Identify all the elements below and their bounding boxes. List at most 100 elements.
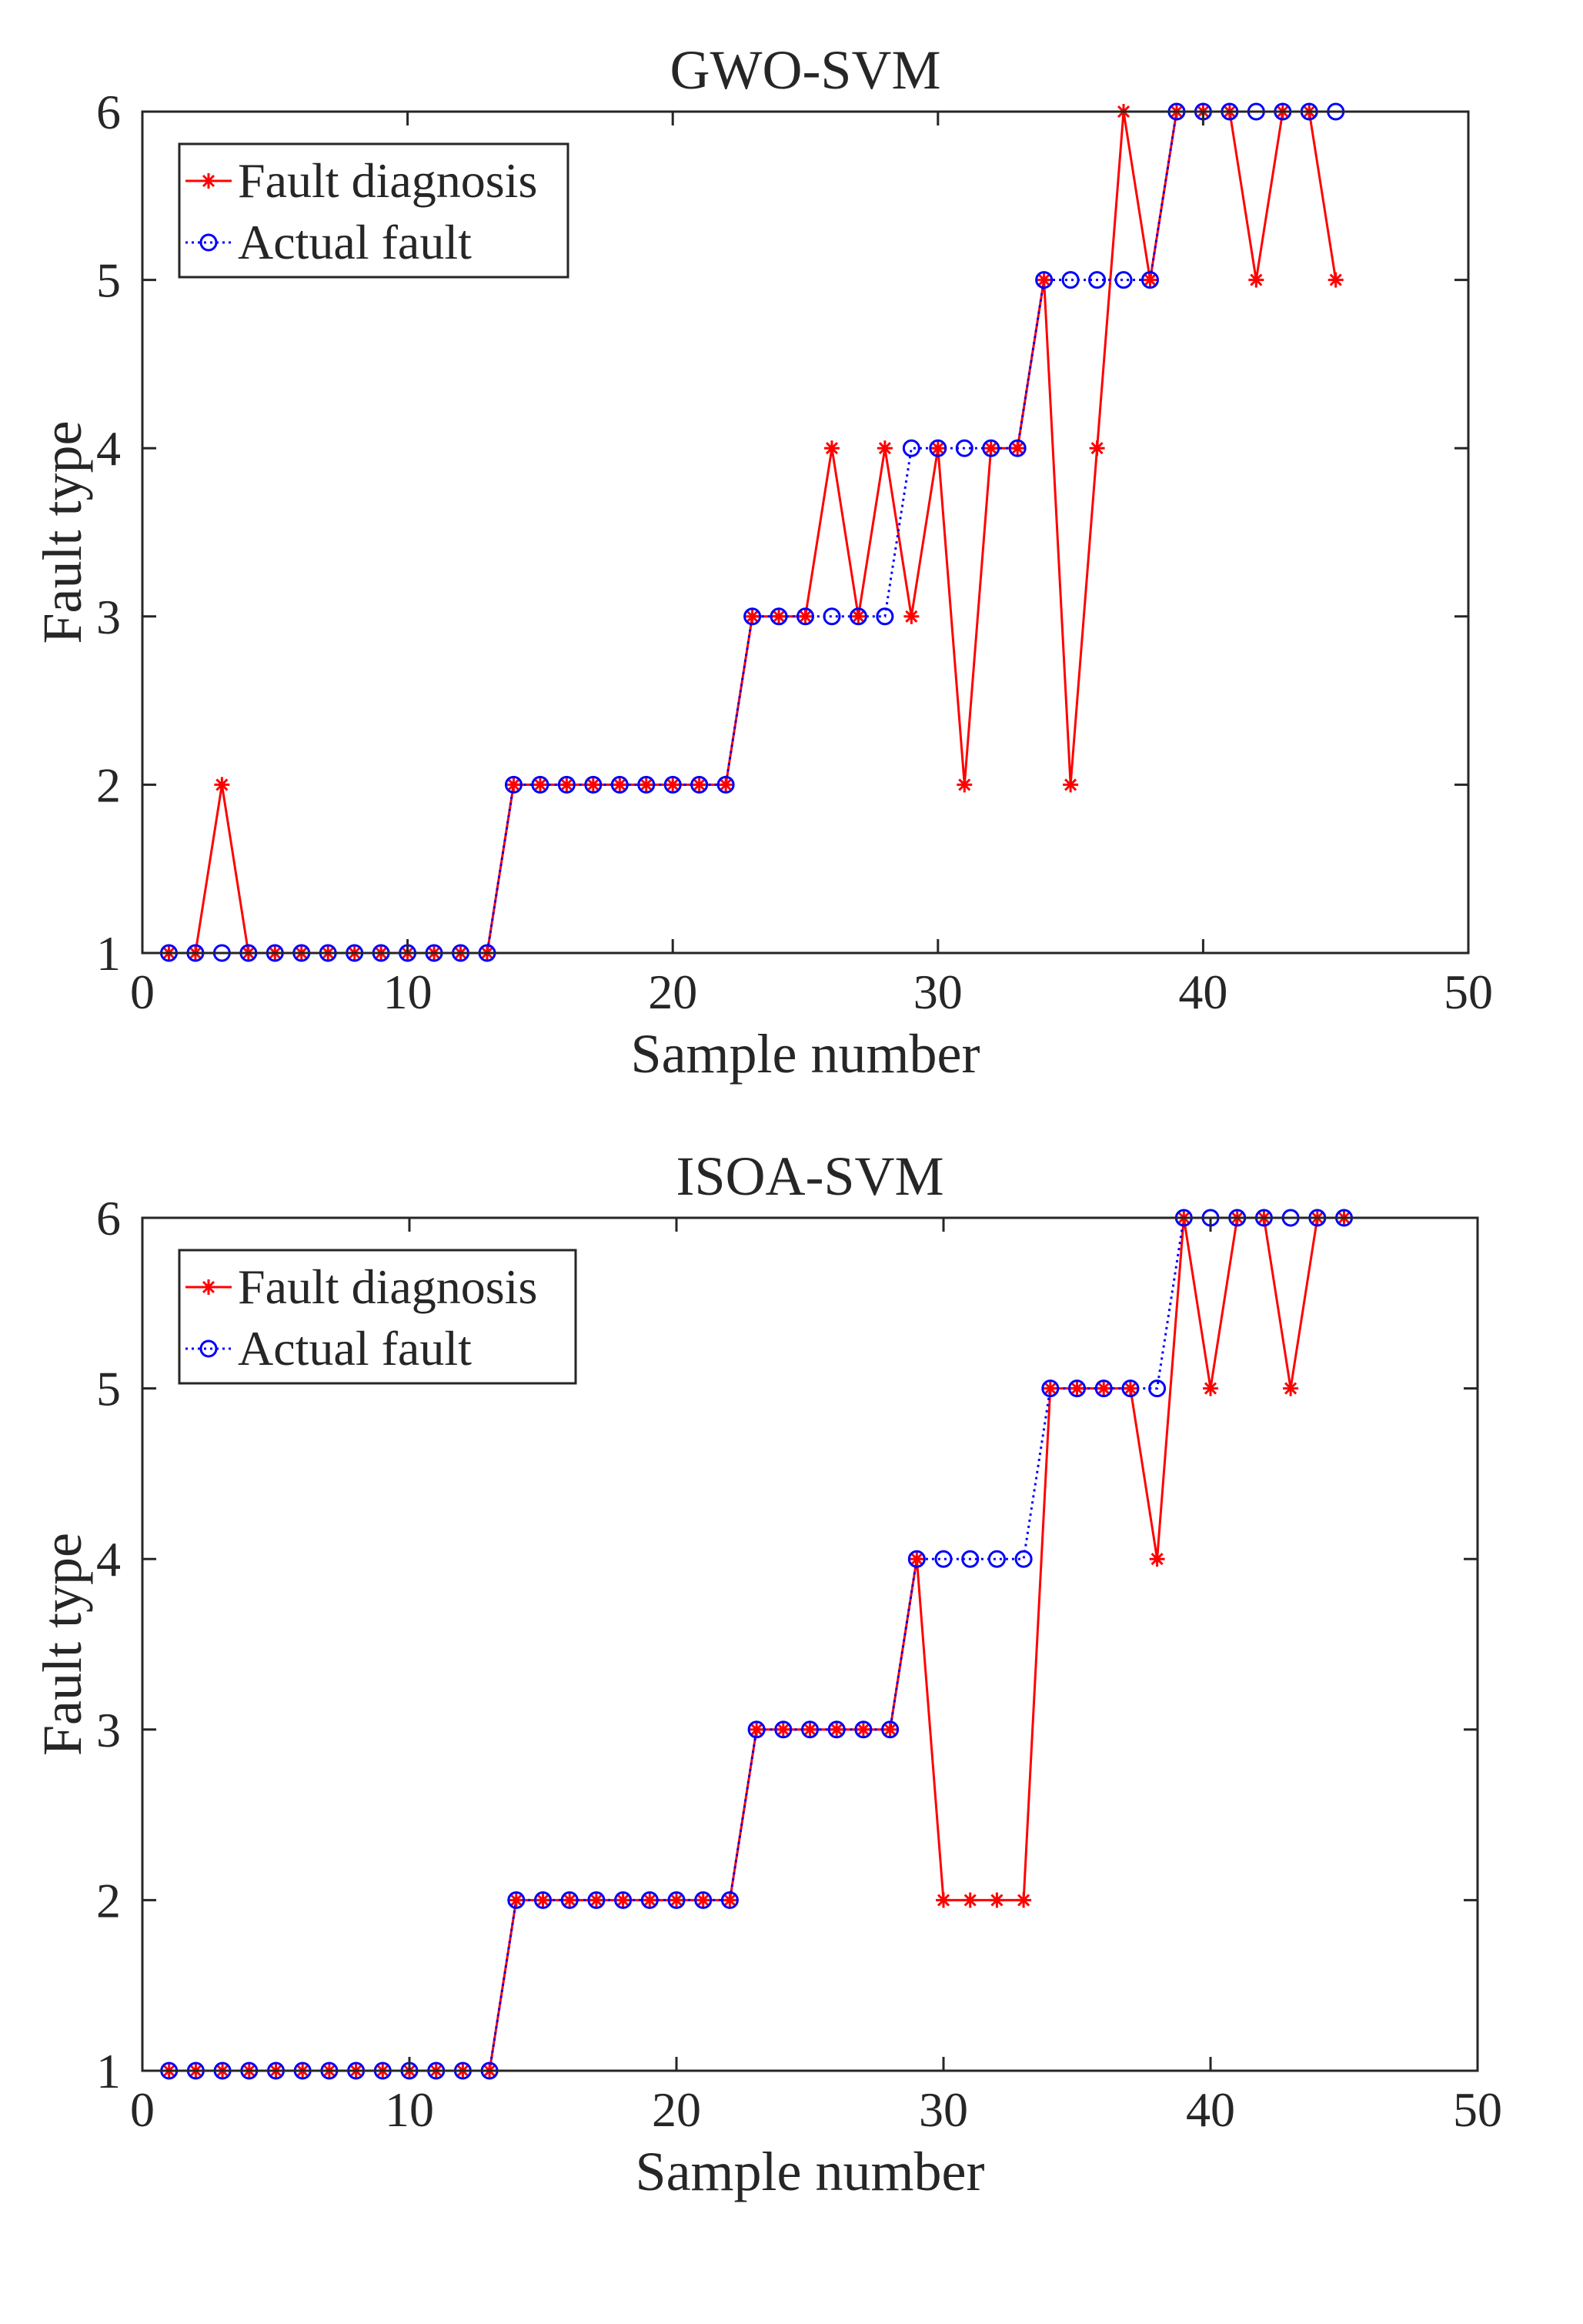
data-point-fault-diagnosis xyxy=(722,1892,738,1908)
data-point-actual-fault xyxy=(823,607,841,626)
data-point-fault-diagnosis xyxy=(695,1892,711,1908)
legend-label-fault-diagnosis: Fault diagnosis xyxy=(238,153,537,208)
data-point-fault-diagnosis xyxy=(562,1892,578,1908)
data-point-actual-fault xyxy=(849,607,867,626)
y-axis-label: Fault type xyxy=(32,1533,93,1756)
data-point-fault-diagnosis xyxy=(1010,440,1026,456)
data-point-fault-diagnosis xyxy=(829,1721,845,1737)
data-point-fault-diagnosis xyxy=(585,777,601,793)
y-tick-label: 5 xyxy=(96,1362,121,1416)
data-point-fault-diagnosis xyxy=(877,440,893,456)
data-point-actual-fault xyxy=(770,607,788,626)
data-point-fault-diagnosis xyxy=(850,608,867,624)
data-point-actual-fault xyxy=(584,775,603,794)
data-point-actual-fault xyxy=(827,1720,846,1739)
legend-marker-fault-diagnosis xyxy=(201,173,216,189)
data-point-actual-fault xyxy=(854,1720,873,1739)
x-tick-label: 50 xyxy=(1453,2082,1502,2137)
y-tick-label: 6 xyxy=(96,85,121,139)
data-point-actual-fault xyxy=(1094,1379,1113,1398)
data-point-fault-diagnosis xyxy=(1069,1380,1085,1396)
data-point-fault-diagnosis xyxy=(744,608,760,624)
data-point-fault-diagnosis xyxy=(1096,1380,1112,1396)
data-point-actual-fault xyxy=(667,1891,686,1909)
chart-title: GWO-SVM xyxy=(670,39,941,101)
data-point-fault-diagnosis xyxy=(1283,1380,1299,1396)
legend-box xyxy=(178,142,569,279)
data-point-fault-diagnosis xyxy=(1142,272,1158,288)
data-point-fault-diagnosis xyxy=(638,777,654,793)
data-point-fault-diagnosis xyxy=(1089,440,1105,456)
data-point-fault-diagnosis xyxy=(989,1892,1005,1908)
axes-frame xyxy=(141,110,1470,955)
data-point-fault-diagnosis xyxy=(882,1721,898,1737)
x-axis-label: Sample number xyxy=(636,2141,985,2202)
x-tick-label: 0 xyxy=(130,2082,155,2137)
data-point-actual-fault xyxy=(902,439,920,457)
chart-title: ISOA-SVM xyxy=(676,1145,943,1207)
data-point-actual-fault xyxy=(534,1891,552,1909)
data-point-fault-diagnosis xyxy=(1036,272,1052,288)
y-tick-label: 4 xyxy=(96,1532,121,1587)
y-tick-label: 3 xyxy=(96,590,121,644)
y-tick-label: 2 xyxy=(96,1873,121,1928)
data-point-actual-fault xyxy=(690,775,709,794)
data-point-actual-fault xyxy=(694,1891,713,1909)
data-point-fault-diagnosis xyxy=(718,777,734,793)
data-point-actual-fault xyxy=(1035,271,1054,289)
data-point-fault-diagnosis xyxy=(903,608,920,624)
data-point-fault-diagnosis xyxy=(775,1721,791,1737)
data-point-actual-fault xyxy=(797,607,814,626)
data-point-fault-diagnosis xyxy=(508,1892,524,1908)
chart-panel-2: ISOA-SVM 0 10 20 30 40 50 1 2 3 4 5 6 Sample number Fa… xyxy=(32,1145,1502,2202)
data-point-actual-fault xyxy=(774,1720,793,1739)
x-tick-label: 40 xyxy=(1178,965,1227,1019)
legend-box xyxy=(178,1249,577,1385)
y-tick-label: 2 xyxy=(96,757,121,812)
data-point-actual-fault xyxy=(934,1550,953,1568)
data-point-actual-fault xyxy=(907,1550,926,1568)
x-tick-label: 40 xyxy=(1186,2082,1235,2137)
data-point-fault-diagnosis xyxy=(771,608,787,624)
data-point-actual-fault xyxy=(1114,271,1133,289)
data-point-fault-diagnosis xyxy=(665,777,681,793)
data-point-fault-diagnosis xyxy=(1042,1380,1058,1396)
data-point-actual-fault xyxy=(955,439,974,457)
data-point-actual-fault xyxy=(982,439,1000,457)
data-point-actual-fault xyxy=(1014,1550,1033,1568)
y-tick-label: 5 xyxy=(96,253,121,308)
data-point-actual-fault xyxy=(801,1720,819,1739)
x-tick-label: 10 xyxy=(385,2082,434,2137)
data-point-actual-fault xyxy=(663,775,682,794)
data-point-actual-fault xyxy=(961,1550,980,1568)
data-point-fault-diagnosis xyxy=(691,777,707,793)
data-point-fault-diagnosis xyxy=(962,1892,978,1908)
y-tick-label: 3 xyxy=(96,1703,121,1757)
data-point-actual-fault xyxy=(557,775,576,794)
legend-label-fault-diagnosis: Fault diagnosis xyxy=(238,1259,537,1314)
legend-marker-actual-fault xyxy=(199,1339,218,1358)
data-point-fault-diagnosis xyxy=(749,1721,765,1737)
data-point-fault-diagnosis xyxy=(983,440,999,456)
legend-label-actual-fault: Actual fault xyxy=(238,215,472,269)
data-point-actual-fault xyxy=(747,1720,766,1739)
data-point-fault-diagnosis xyxy=(214,777,230,793)
data-point-actual-fault xyxy=(1140,271,1159,289)
data-point-fault-diagnosis xyxy=(823,440,840,456)
data-point-actual-fault xyxy=(716,775,735,794)
x-tick-label: 30 xyxy=(919,2082,968,2137)
data-point-actual-fault xyxy=(614,1891,633,1909)
x-tick-label: 20 xyxy=(648,965,697,1019)
data-point-actual-fault xyxy=(560,1891,579,1909)
legend-label-actual-fault: Actual fault xyxy=(238,1321,472,1376)
data-point-fault-diagnosis xyxy=(1203,1380,1218,1396)
data-point-actual-fault xyxy=(1121,1379,1140,1398)
data-point-actual-fault xyxy=(610,775,629,794)
legend-marker-actual-fault xyxy=(199,233,218,252)
data-point-actual-fault xyxy=(876,607,894,626)
data-point-fault-diagnosis xyxy=(797,608,813,624)
x-tick-label: 50 xyxy=(1444,965,1493,1019)
data-point-fault-diagnosis xyxy=(615,1892,631,1908)
data-point-fault-diagnosis xyxy=(532,777,548,793)
data-point-fault-diagnosis xyxy=(669,1892,684,1908)
